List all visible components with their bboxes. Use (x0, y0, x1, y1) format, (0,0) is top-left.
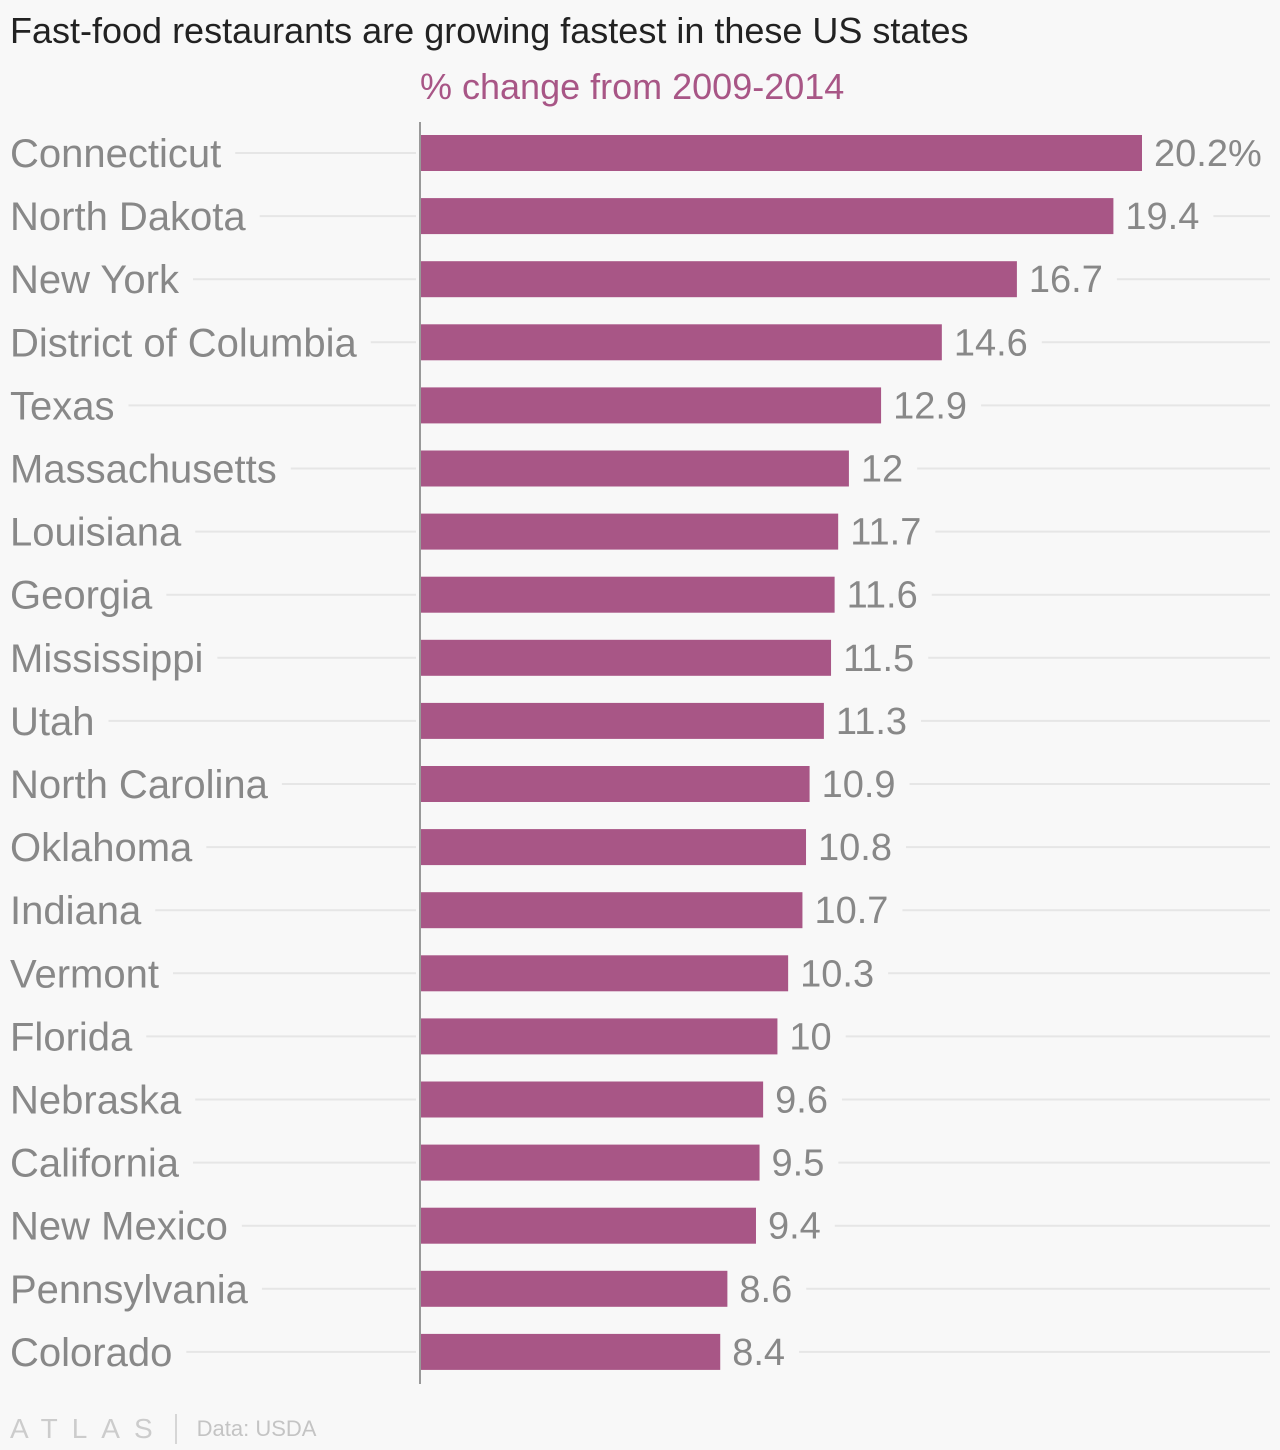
category-label: Oklahoma (10, 826, 193, 870)
bar (420, 198, 1114, 235)
category-label: Pennsylvania (10, 1268, 249, 1312)
bar (420, 387, 882, 424)
bar (420, 261, 1017, 298)
category-label: Indiana (10, 889, 142, 933)
chart-subtitle: % change from 2009-2014 (420, 66, 845, 107)
category-label: Mississippi (10, 637, 203, 681)
value-label: 19.4 (1125, 196, 1199, 238)
bar (420, 766, 810, 802)
bar (420, 1270, 728, 1307)
bar (420, 576, 835, 613)
category-label: North Dakota (10, 195, 246, 239)
category-label: Nebraska (10, 1079, 182, 1123)
bars (420, 135, 1142, 1370)
value-label: 16.7 (1029, 259, 1103, 301)
category-label: California (10, 1142, 180, 1186)
value-label: 10.9 (822, 764, 896, 806)
value-label: 8.6 (739, 1269, 792, 1311)
value-label: 20.2% (1154, 133, 1262, 175)
category-label: North Carolina (10, 763, 269, 807)
bar (420, 955, 789, 992)
value-label: 8.4 (732, 1332, 785, 1374)
value-label: 9.4 (768, 1206, 821, 1248)
value-label: 10.3 (800, 953, 874, 995)
value-label: 11.3 (836, 701, 907, 743)
category-label: New York (10, 258, 180, 302)
category-label: Connecticut (10, 132, 221, 176)
category-label: Colorado (10, 1331, 172, 1375)
value-label: 14.6 (954, 322, 1028, 364)
category-label: New Mexico (10, 1205, 228, 1249)
value-label: 12 (861, 449, 903, 491)
bar (420, 1207, 756, 1244)
source-note: Data: USDA (196, 1416, 317, 1441)
value-label: 12.9 (893, 385, 967, 427)
bar (420, 135, 1142, 171)
bar (420, 702, 824, 739)
footer-divider (174, 1414, 177, 1444)
category-label: Vermont (10, 952, 159, 996)
category-label: Massachusetts (10, 448, 277, 492)
bar (420, 639, 832, 676)
value-label: 10 (789, 1016, 831, 1058)
footer: ATLAS Data: USDA (10, 1412, 316, 1446)
bar (420, 513, 839, 550)
category-label: Texas (10, 384, 115, 428)
value-label: 11.6 (847, 575, 918, 617)
value-label: 9.5 (772, 1143, 825, 1185)
value-label: 10.7 (814, 890, 888, 932)
bar (420, 450, 849, 487)
category-label: Louisiana (10, 511, 182, 555)
bar (420, 829, 807, 866)
value-label: 11.5 (843, 638, 914, 680)
category-label: Georgia (10, 574, 153, 618)
bar (420, 1018, 778, 1055)
value-label: 10.8 (818, 827, 892, 869)
chart-title: Fast-food restaurants are growing fastes… (10, 10, 969, 51)
bar (420, 1333, 721, 1370)
category-label: Utah (10, 700, 95, 744)
value-label: 11.7 (850, 512, 921, 554)
category-label: District of Columbia (10, 321, 358, 365)
bar (420, 1081, 764, 1118)
bar (420, 324, 942, 361)
grid-lines (108, 152, 1270, 1353)
category-labels: Connecticut North Dakota New York District … (10, 132, 358, 1375)
bar (420, 892, 803, 929)
category-label: Florida (10, 1015, 133, 1059)
bar (420, 1144, 760, 1181)
atlas-logo: ATLAS (10, 1413, 167, 1444)
value-label: 9.6 (775, 1080, 828, 1122)
bar-chart: Connecticut North Dakota New York District … (10, 122, 1270, 1384)
value-labels: 20.2% 19.4 16.714.6 12.9 12 11.7 11.6 11.5 11.3 1… (732, 133, 1262, 1374)
